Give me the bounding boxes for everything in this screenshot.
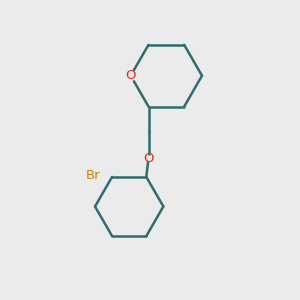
Text: Br: Br (85, 169, 100, 182)
Text: O: O (125, 69, 136, 82)
Text: O: O (143, 152, 154, 165)
